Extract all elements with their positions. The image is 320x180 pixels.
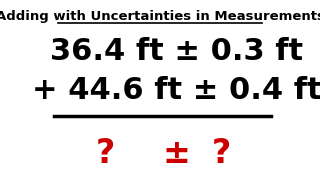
Text: ±: ± [163, 137, 190, 170]
Text: ?: ? [96, 137, 115, 170]
Text: 36.4 ft ± 0.3 ft: 36.4 ft ± 0.3 ft [50, 37, 303, 66]
Text: ?: ? [212, 137, 231, 170]
Text: Adding with Uncertainties in Measurements: Adding with Uncertainties in Measurement… [0, 10, 320, 23]
Text: + 44.6 ft ± 0.4 ft: + 44.6 ft ± 0.4 ft [32, 75, 320, 105]
